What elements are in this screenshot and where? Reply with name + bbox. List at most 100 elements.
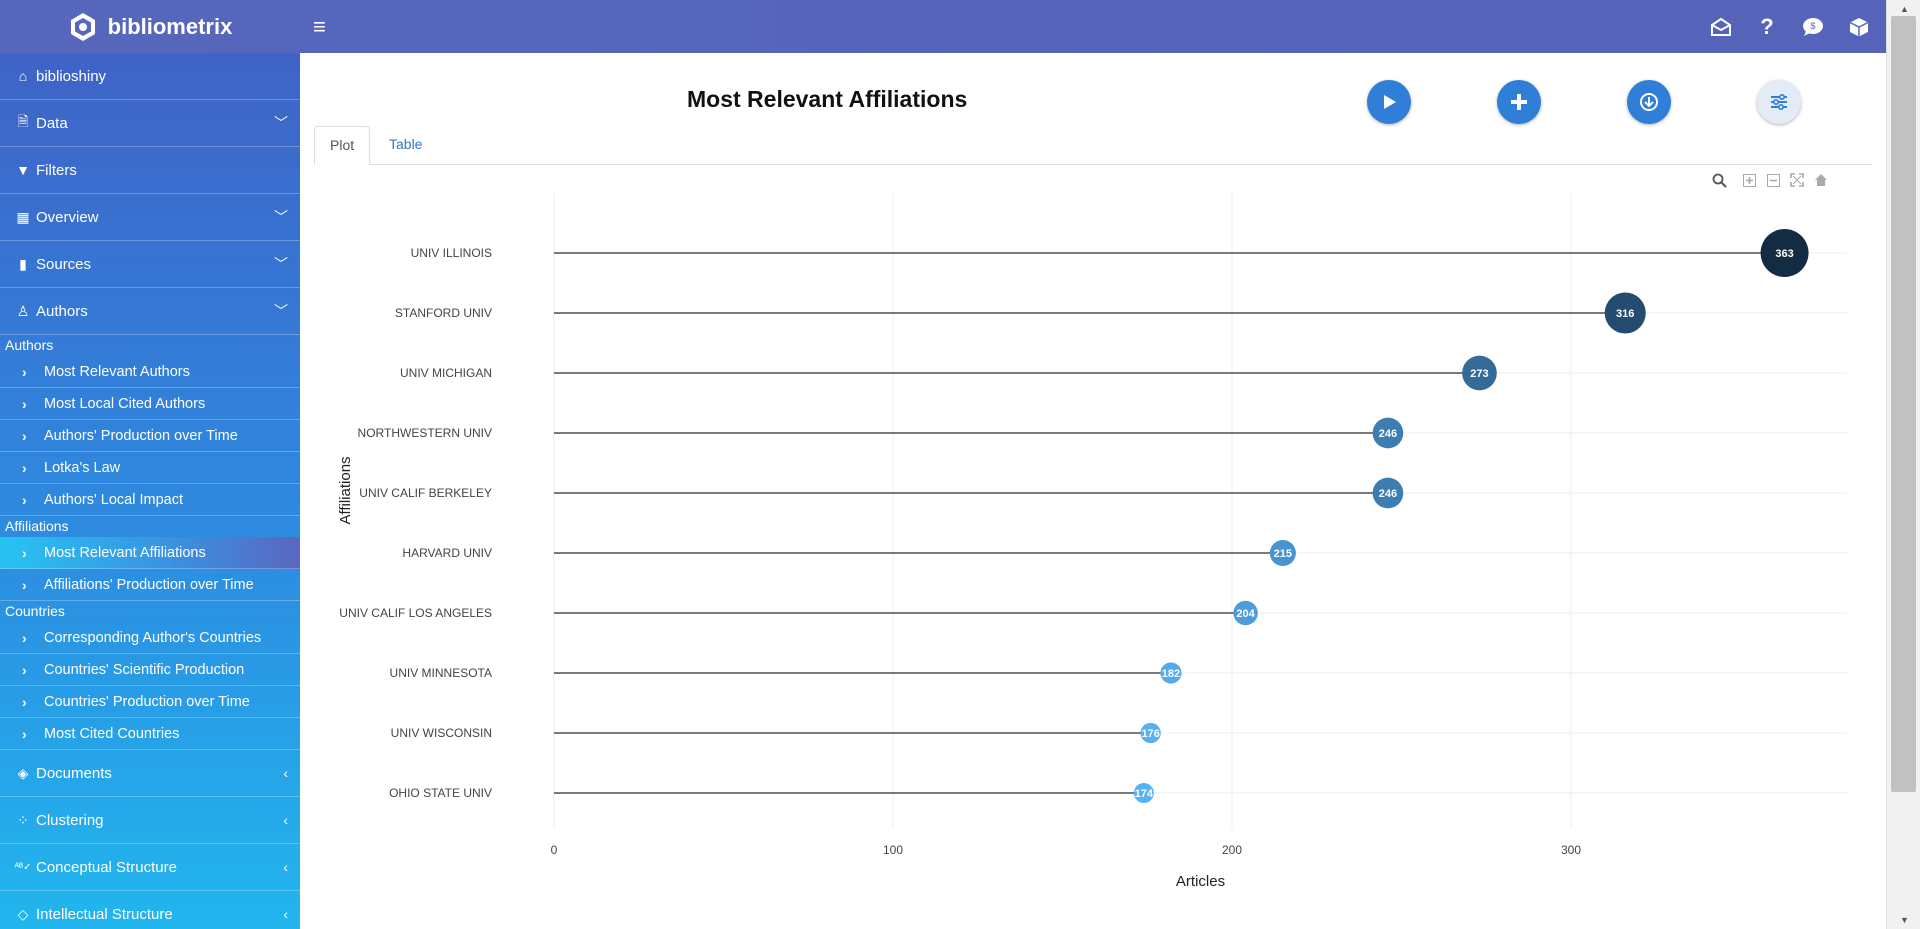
- sidebar-subitem-label: Corresponding Author's Countries: [44, 629, 262, 646]
- data-label: 246: [1379, 428, 1397, 440]
- envelope-open-icon[interactable]: [1707, 13, 1735, 41]
- sidebar-item-label: Authors: [36, 302, 88, 320]
- sidebar-subitem-label: Most Relevant Authors: [44, 363, 190, 380]
- sidebar-subitem-authors-local-impact[interactable]: › Authors' Local Impact: [0, 484, 300, 516]
- sidebar-subitem-most-relevant-affiliations[interactable]: › Most Relevant Affiliations: [0, 537, 300, 569]
- bibliometrix-logo-icon: [70, 12, 95, 41]
- sidebar-subitem-most-cited-countries[interactable]: › Most Cited Countries: [0, 718, 300, 750]
- sidebar-subitem-most-local-cited-authors[interactable]: › Most Local Cited Authors: [0, 388, 300, 420]
- y-tick-label: UNIV MINNESOTA: [390, 666, 492, 680]
- reset-axes-icon[interactable]: [1813, 172, 1829, 188]
- hamburger-menu-icon[interactable]: ≡: [313, 14, 326, 39]
- chevron-left-icon: ‹: [283, 765, 288, 781]
- sidebar-item-label: Intellectual Structure: [36, 905, 173, 923]
- sidebar-item-intellectual-structure[interactable]: ◇ Intellectual Structure ‹: [0, 891, 300, 929]
- sidebar-subitem-countries-scientific-production[interactable]: › Countries' Scientific Production: [0, 654, 300, 686]
- sidebar-item-label: Overview: [36, 208, 99, 226]
- y-tick-label: UNIV WISCONSIN: [391, 726, 492, 740]
- sidebar-subitem-authors-production-over-time[interactable]: › Authors' Production over Time: [0, 420, 300, 452]
- chevron-right-icon: ›: [22, 725, 27, 742]
- settings-button[interactable]: [1757, 80, 1801, 124]
- sidebar-item-filters[interactable]: ▼ Filters: [0, 147, 300, 194]
- chevron-right-icon: ›: [22, 363, 27, 380]
- data-label: 273: [1470, 368, 1488, 380]
- lollipop-chart[interactable]: 0 100 200 300 UNIV ILLINOIS 363 STANFORD UNIV 3…: [300, 53, 1887, 929]
- scroll-down-arrow-icon[interactable]: ▼: [1900, 915, 1909, 925]
- svg-text:$: $: [1810, 21, 1815, 31]
- sidebar-item-conceptual-structure[interactable]: ᴬᴮ✓ Conceptual Structure ‹: [0, 844, 300, 891]
- lollipop-point[interactable]: [1372, 417, 1404, 449]
- sidebar-subitem-countries-production-over-time[interactable]: › Countries' Production over Time: [0, 686, 300, 718]
- sidebar-subitem-label: Lotka's Law: [44, 459, 121, 476]
- x-axis-label: Articles: [1176, 873, 1225, 890]
- sidebar-subitem-label: Most Relevant Affiliations: [44, 544, 206, 561]
- sidebar-subitem-affiliations-production-over-time[interactable]: › Affiliations' Production over Time: [0, 569, 300, 601]
- page-title: Most Relevant Affiliations: [687, 86, 968, 112]
- y-tick-label: UNIV CALIF LOS ANGELES: [339, 606, 492, 620]
- zoom-icon[interactable]: [1711, 172, 1727, 188]
- sidebar-item-clustering[interactable]: ⁘ Clustering ‹: [0, 797, 300, 844]
- gem-icon: ◇: [17, 905, 29, 922]
- plus-icon: [1511, 94, 1527, 110]
- top-header: bibliometrix ≡ ? $: [0, 0, 1887, 53]
- add-button[interactable]: [1497, 80, 1541, 124]
- chevron-right-icon: ›: [22, 491, 27, 508]
- scrollbar-thumb[interactable]: [1891, 16, 1916, 792]
- lollipop-point[interactable]: [1133, 783, 1154, 803]
- sidebar-subitem-lotkas-law[interactable]: › Lotka's Law: [0, 452, 300, 484]
- chevron-down-icon: ﹀: [274, 256, 288, 272]
- data-label: 174: [1135, 788, 1154, 800]
- layers-icon: ◈: [17, 764, 29, 781]
- sidebar-item-label: Filters: [36, 161, 77, 179]
- zoom-out-icon[interactable]: [1765, 172, 1781, 188]
- data-label: 316: [1616, 308, 1634, 320]
- table-icon: ▦: [16, 208, 30, 225]
- play-button[interactable]: [1367, 80, 1411, 124]
- scroll-up-arrow-icon[interactable]: ▲: [1900, 4, 1909, 14]
- sidebar-item-documents[interactable]: ◈ Documents ‹: [0, 750, 300, 797]
- plot-modebar: [1711, 172, 1829, 188]
- sidebar-subitem-label: Countries' Production over Time: [44, 693, 250, 710]
- brand[interactable]: bibliometrix: [0, 0, 300, 53]
- question-icon[interactable]: ?: [1760, 13, 1774, 39]
- y-tick-label: STANFORD UNIV: [395, 306, 492, 320]
- tab-table[interactable]: Table: [389, 136, 423, 152]
- chevron-right-icon: ›: [22, 629, 27, 646]
- sidebar-subitem-label: Most Cited Countries: [44, 725, 180, 742]
- sidebar-item-data[interactable]: 🗎 Data ﹀: [0, 100, 300, 147]
- download-button[interactable]: [1627, 80, 1671, 124]
- lollipop-point[interactable]: [1160, 662, 1182, 684]
- data-label: 204: [1236, 608, 1255, 620]
- chevron-right-icon: ›: [22, 661, 27, 678]
- cube-icon[interactable]: [1845, 13, 1873, 41]
- download-icon: [1640, 93, 1658, 111]
- sidebar-group-title: Countries: [5, 603, 65, 619]
- sidebar-group-title: Affiliations: [5, 518, 69, 534]
- lollipop-point[interactable]: [1462, 355, 1497, 391]
- sidebar-item-overview[interactable]: ▦ Overview ﹀: [0, 194, 300, 241]
- sidebar-subitem-most-relevant-authors[interactable]: › Most Relevant Authors: [0, 356, 300, 388]
- user-icon: ♙: [16, 302, 30, 319]
- sidebar-item-sources[interactable]: ▮ Sources ﹀: [0, 241, 300, 288]
- sidebar-item-label: biblioshiny: [36, 67, 107, 85]
- sidebar-item-authors[interactable]: ♙ Authors ﹀: [0, 288, 300, 335]
- zoom-in-icon[interactable]: [1741, 172, 1757, 188]
- lollipop-point[interactable]: [1760, 229, 1809, 277]
- lollipop-point[interactable]: [1233, 600, 1258, 626]
- lollipop-point[interactable]: [1140, 722, 1161, 744]
- data-label: 182: [1162, 668, 1180, 680]
- data-label: 246: [1379, 488, 1397, 500]
- lollipop-point[interactable]: [1269, 539, 1296, 567]
- sidebar-subitem-corresponding-authors-countries[interactable]: › Corresponding Author's Countries: [0, 622, 300, 654]
- filter-icon: ▼: [16, 162, 30, 178]
- page-scrollbar[interactable]: ▲ ▼: [1886, 0, 1920, 929]
- tab-plot[interactable]: Plot: [314, 126, 371, 165]
- comment-dollar-icon[interactable]: $: [1799, 13, 1827, 41]
- autoscale-icon[interactable]: [1789, 172, 1805, 188]
- brand-name: bibliometrix: [107, 13, 233, 39]
- spinner-icon: ⁘: [17, 811, 29, 828]
- sidebar-item-biblioshiny[interactable]: ⌂ biblioshiny: [0, 53, 300, 100]
- lollipop-point[interactable]: [1604, 292, 1646, 334]
- x-tick-label: 200: [1222, 843, 1242, 857]
- lollipop-point[interactable]: [1372, 477, 1404, 509]
